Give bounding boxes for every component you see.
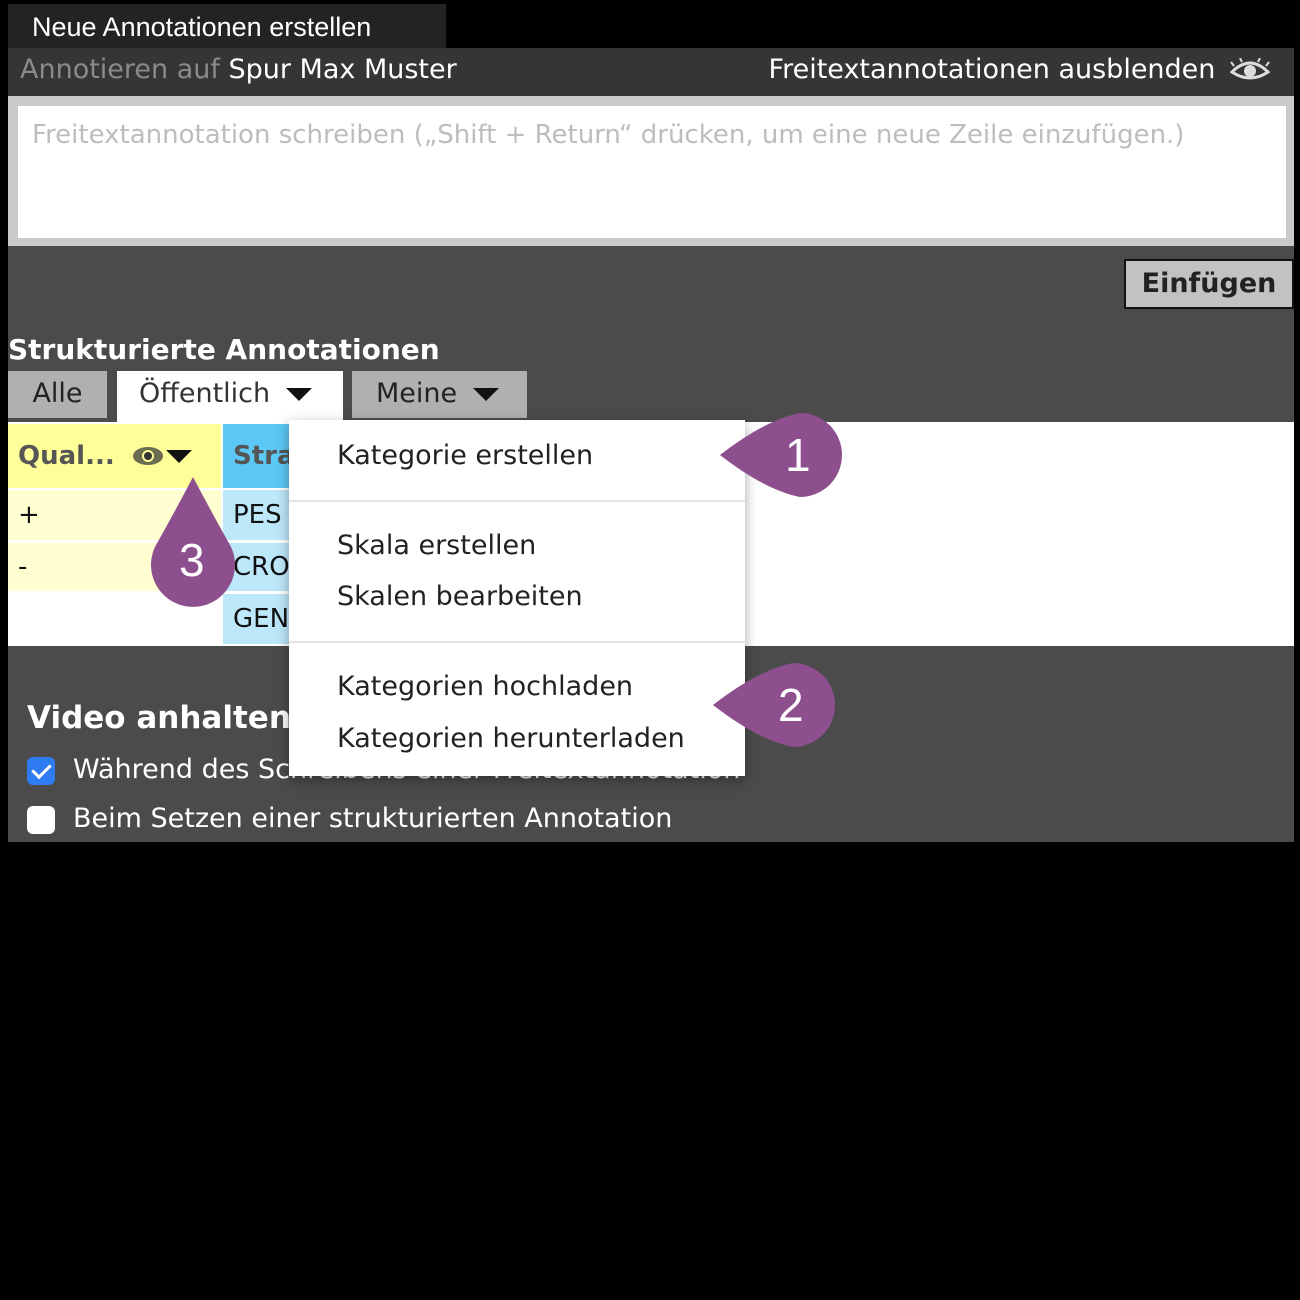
menu-divider: [289, 500, 745, 502]
hide-freetext-toggle[interactable]: Freitextannotationen ausblenden: [769, 54, 1270, 85]
menu-item-download-categories[interactable]: Kategorien herunterladen: [337, 723, 685, 754]
menu-item-edit-scales[interactable]: Skalen bearbeiten: [337, 581, 583, 612]
callout-number: 1: [785, 429, 811, 481]
freetext-input[interactable]: [18, 106, 1286, 238]
panel-title-tab[interactable]: Neue Annotationen erstellen: [8, 4, 446, 48]
chevron-down-icon[interactable]: [473, 388, 500, 401]
tab-label: Alle: [32, 378, 83, 409]
option-label: Beim Setzen einer strukturierten Annotat…: [73, 803, 673, 834]
structured-heading: Strukturierte Annotationen: [8, 333, 440, 366]
category-header-quality[interactable]: Qual...: [8, 424, 221, 488]
tab-label: Öffentlich: [139, 378, 271, 409]
annotate-on-label: Annotieren auf: [20, 54, 220, 85]
category-header-strategy[interactable]: Stra: [223, 424, 293, 488]
insert-button[interactable]: Einfügen: [1124, 259, 1294, 309]
tab-oeffentlich[interactable]: Öffentlich: [117, 371, 343, 422]
tab-alle[interactable]: Alle: [8, 371, 107, 418]
callout-marker-2: 2: [708, 660, 848, 750]
annotate-header: Annotieren auf Spur Max Muster Freitexta…: [8, 48, 1294, 96]
label-button[interactable]: GEN: [223, 594, 293, 644]
hide-freetext-label: Freitextannotationen ausblenden: [768, 54, 1216, 85]
checkbox-checked[interactable]: [27, 756, 55, 785]
chevron-down-icon[interactable]: [286, 388, 313, 401]
menu-divider: [289, 641, 745, 643]
track-name: Spur Max Muster: [228, 54, 457, 85]
label-button[interactable]: PES: [223, 490, 293, 540]
tab-meine[interactable]: Meine: [352, 371, 527, 418]
menu-item-create-category[interactable]: Kategorie erstellen: [337, 440, 594, 471]
eye-icon[interactable]: [132, 444, 164, 468]
callout-marker-3: 3: [150, 475, 240, 610]
menu-item-upload-categories[interactable]: Kategorien hochladen: [337, 671, 634, 702]
callout-number: 3: [179, 534, 205, 586]
callout-shape: [151, 477, 235, 607]
callout-shape: [720, 413, 842, 497]
checkbox-unchecked[interactable]: [27, 805, 55, 834]
category-dropdown-menu: Kategorie erstellen Skala erstellen Skal…: [289, 420, 745, 776]
callout-number: 2: [778, 679, 804, 731]
tab-label: Meine: [376, 378, 458, 409]
callout-shape: [713, 663, 835, 747]
category-name: Qual...: [18, 441, 115, 471]
menu-item-create-scale[interactable]: Skala erstellen: [337, 530, 537, 561]
video-pause-heading: Video anhalten: [27, 700, 291, 736]
callout-marker-1: 1: [715, 410, 855, 500]
chevron-down-icon[interactable]: [166, 450, 192, 463]
eye-icon: [1230, 57, 1270, 79]
pause-on-structured-option[interactable]: Beim Setzen einer strukturierten Annotat…: [27, 803, 672, 834]
